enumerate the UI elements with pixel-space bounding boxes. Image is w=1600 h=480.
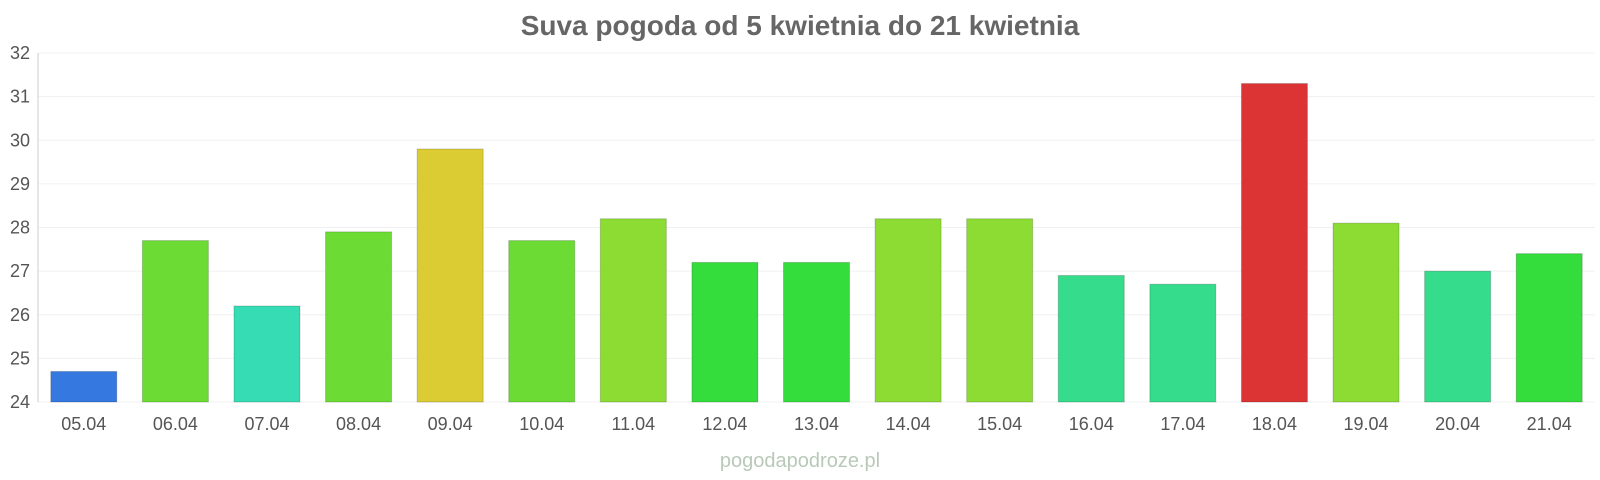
watermark: pogodapodroze.pl: [719, 450, 881, 472]
bar: [141, 240, 209, 403]
bar: [691, 261, 759, 403]
bar: [1424, 270, 1492, 403]
bar: [783, 261, 850, 403]
x-tick-label: 09.04: [428, 414, 473, 434]
y-tick-label: 27: [10, 261, 30, 281]
bar: [233, 305, 301, 403]
y-tick-label: 25: [10, 348, 30, 368]
y-tick-label: 32: [10, 43, 30, 63]
x-tick-label: 12.04: [702, 414, 747, 434]
bar: [50, 370, 118, 403]
x-tick-label: 15.04: [977, 414, 1022, 434]
x-tick-label: 05.04: [61, 414, 106, 434]
y-tick-label: 28: [10, 218, 30, 238]
x-tick-label: 16.04: [1069, 414, 1114, 434]
x-tick-label: 20.04: [1435, 414, 1480, 434]
y-tick-label: 31: [10, 87, 30, 107]
y-tick-label: 24: [10, 392, 30, 412]
x-tick-label: 13.04: [794, 414, 839, 434]
x-tick-label: 11.04: [611, 414, 655, 434]
x-tick-label: 07.04: [244, 414, 289, 434]
bar: [874, 218, 942, 403]
x-tick-label: 14.04: [886, 414, 931, 434]
bar: [1240, 83, 1308, 403]
x-tick-label: 18.04: [1252, 414, 1297, 434]
y-tick-label: 30: [10, 130, 30, 150]
bar: [325, 231, 393, 403]
bar: [1149, 283, 1217, 403]
bar: [966, 218, 1034, 403]
x-tick-label: 08.04: [336, 414, 381, 434]
bar: [1332, 222, 1400, 403]
y-tick-label: 29: [10, 174, 30, 194]
bar: [416, 148, 484, 403]
x-tick-label: 17.04: [1160, 414, 1205, 434]
y-tick-label: 26: [10, 305, 30, 325]
x-tick-label: 21.04: [1527, 414, 1572, 434]
chart-title: Suva pogoda od 5 kwietnia do 21 kwietnia: [520, 10, 1080, 41]
bar: [1515, 253, 1583, 403]
x-tick-label: 19.04: [1344, 414, 1389, 434]
bar: [1057, 274, 1125, 403]
bar: [508, 240, 576, 403]
x-tick-label: 10.04: [519, 414, 564, 434]
x-tick-label: 06.04: [153, 414, 198, 434]
bar: [599, 218, 667, 403]
